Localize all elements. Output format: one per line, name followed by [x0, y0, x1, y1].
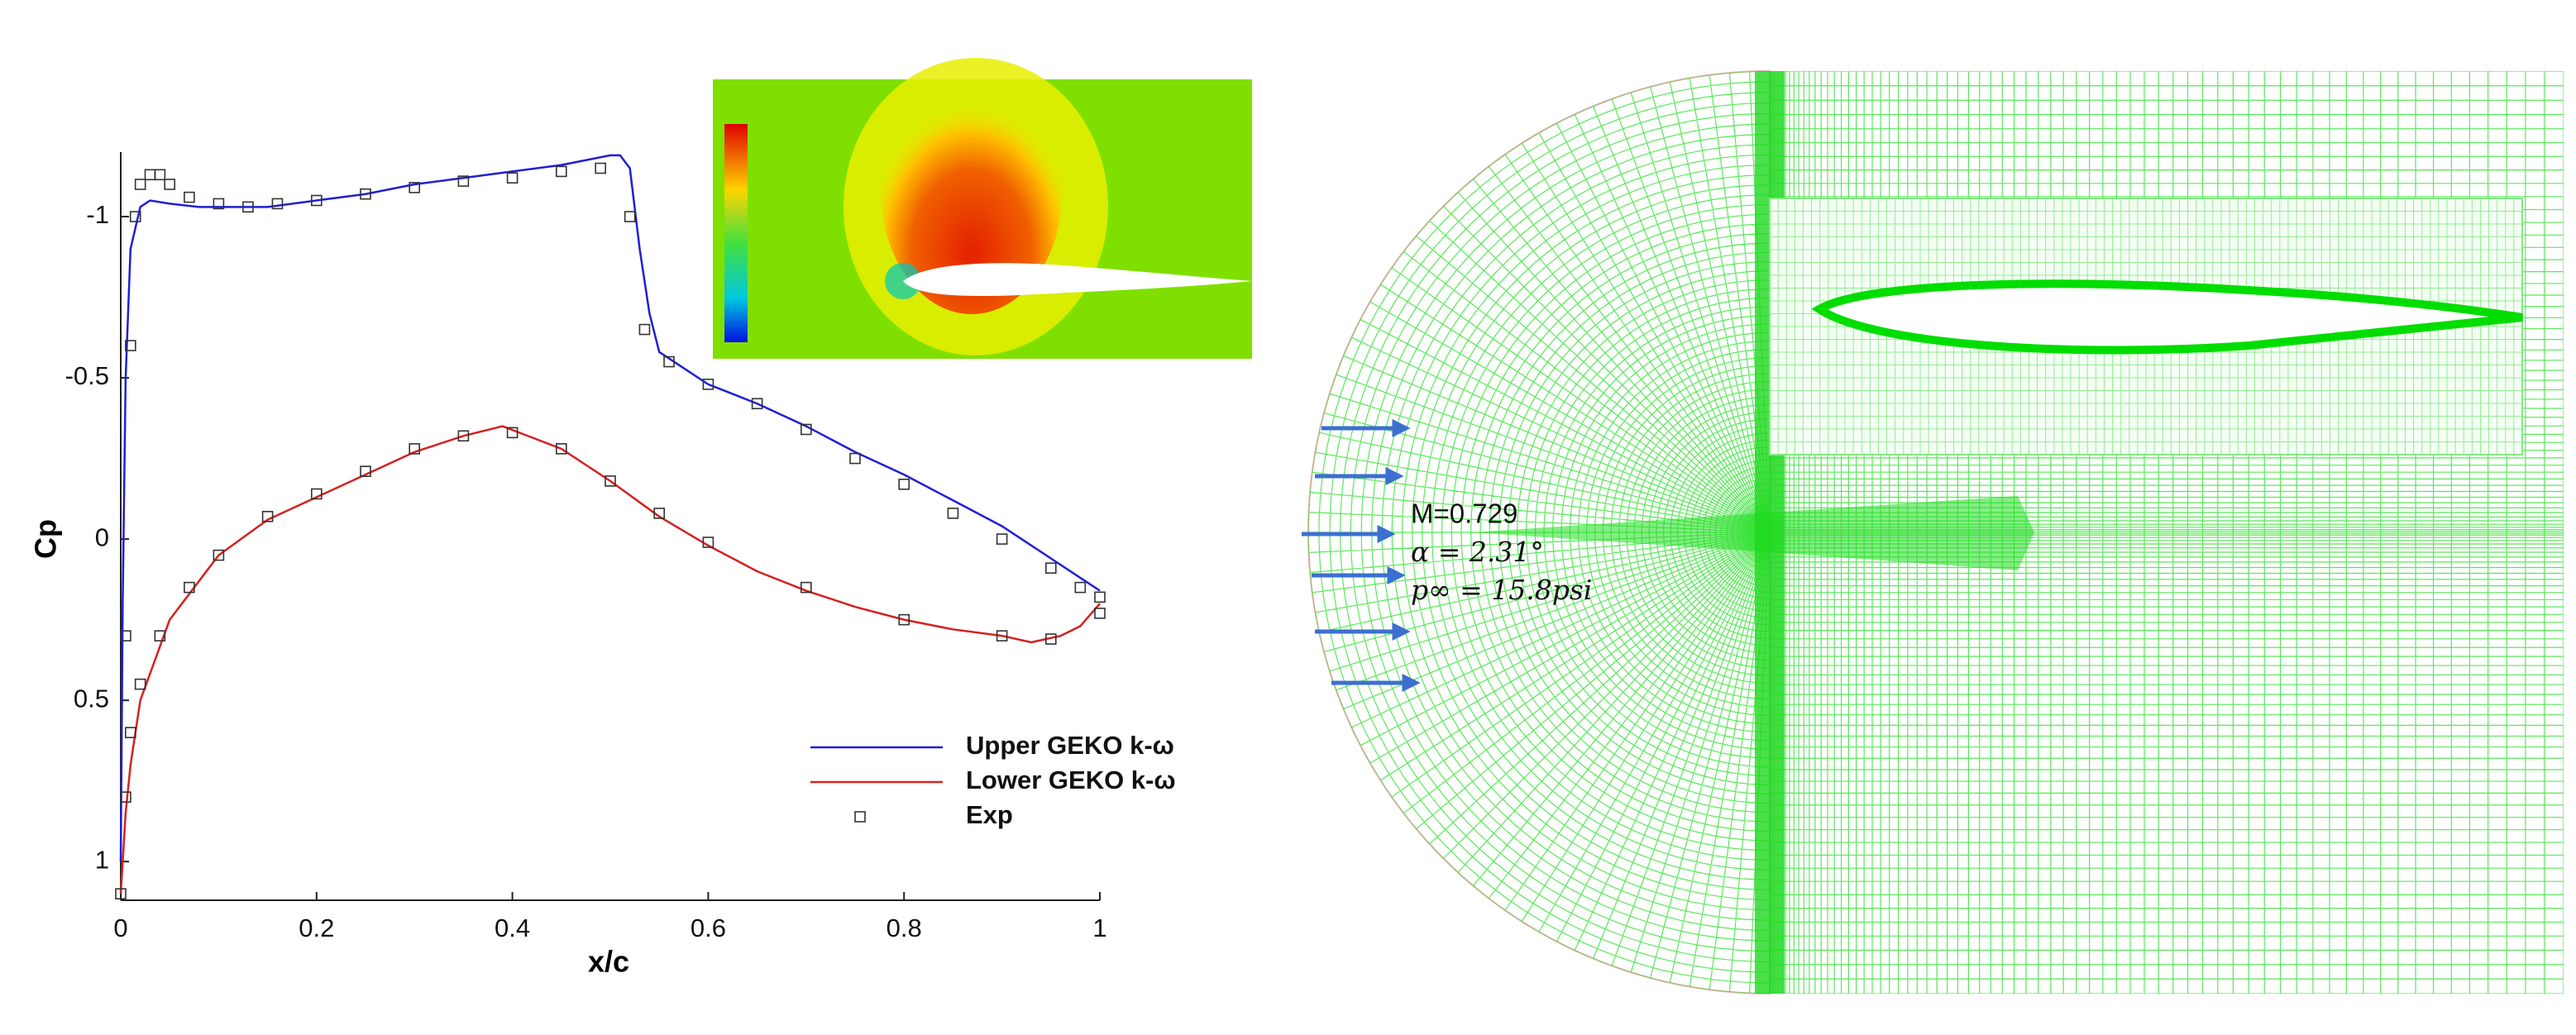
exp-point: [702, 379, 714, 390]
exp-point: [663, 355, 675, 368]
exp-point: [800, 581, 812, 594]
y-tick-label: 0: [95, 522, 109, 551]
exp-point: [310, 488, 323, 500]
exp-point: [898, 613, 910, 626]
exp-point: [213, 198, 225, 210]
exp-point: [134, 678, 146, 690]
exp-point: [653, 508, 666, 519]
exp-point: [457, 430, 470, 442]
exp-point: [605, 475, 616, 487]
x-tick-label: 0.6: [691, 913, 726, 942]
series-line: [119, 425, 1101, 894]
exp-point: [751, 398, 763, 410]
exp-point: [154, 169, 166, 181]
exp-point: [1045, 562, 1057, 575]
exp-point: [947, 508, 959, 519]
x-tick-label: 0.8: [887, 913, 922, 942]
x-tick-label: 0.4: [495, 913, 530, 942]
x-tick-label: 0: [113, 913, 127, 942]
exp-point: [134, 179, 146, 190]
exp-point: [360, 188, 371, 200]
exp-point: [360, 465, 371, 477]
exp-point: [271, 198, 284, 210]
pressure-label: p∞ = 15.8psi: [1411, 574, 1592, 606]
exp-point: [164, 179, 175, 190]
y-tick-label: -1: [86, 200, 109, 229]
flow-arrows: [1302, 418, 1421, 693]
exp-point: [213, 549, 225, 561]
exp-point: [115, 888, 127, 899]
exp-point: [120, 791, 131, 803]
exp-point: [1074, 581, 1087, 594]
exp-point: [1094, 608, 1106, 619]
legend-label: Upper GEKO k-ω: [966, 731, 1174, 760]
y-axis-label: Cp: [29, 519, 63, 559]
y-tick-label: -0.5: [65, 361, 109, 390]
mesh: M=0.729 α = 2.31° p∞ = 15.8psi: [1302, 69, 2564, 995]
exp-point: [125, 727, 136, 738]
exp-point: [702, 537, 714, 548]
mach-label: M=0.729: [1411, 498, 1517, 529]
wake-band: [1472, 496, 2034, 570]
exp-point: [800, 423, 812, 436]
exp-point: [184, 191, 195, 203]
exp-point: [310, 194, 323, 207]
exp-point: [849, 452, 861, 465]
exp-point: [154, 630, 166, 642]
exp-point: [595, 162, 606, 174]
airfoil: [1811, 279, 2523, 355]
exp-point: [184, 581, 195, 594]
exp-point: [457, 175, 470, 187]
exp-point: [638, 323, 651, 336]
exp-point: [996, 630, 1008, 642]
exp-point: [120, 630, 131, 642]
exp-point: [555, 165, 567, 178]
exp-point: [144, 169, 156, 181]
exp-point: [409, 443, 421, 455]
x-tick-label: 0.2: [299, 913, 334, 942]
exp-point: [898, 478, 910, 490]
x-axis-label: x/c: [588, 945, 629, 979]
exp-point: [242, 201, 254, 213]
exp-point: [555, 443, 567, 455]
exp-point: [1045, 633, 1057, 645]
exp-point: [996, 533, 1008, 545]
legend-marker: [854, 811, 866, 823]
exp-point: [506, 427, 519, 439]
exp-point: [129, 211, 141, 222]
y-tick-label: 0.5: [74, 684, 109, 713]
alpha-label: α = 2.31°: [1411, 536, 1544, 568]
y-tick-label: 1: [95, 845, 109, 874]
mach-contour-inset: [713, 58, 1252, 359]
x-tick-label: 1: [1092, 913, 1106, 942]
exp-point: [506, 172, 519, 184]
legend-label: Exp: [966, 800, 1013, 829]
exp-point: [624, 211, 636, 222]
exp-point: [1094, 591, 1106, 603]
series-line: [119, 154, 1101, 862]
exp-point: [261, 510, 274, 522]
legend-label: Lower GEKO k-ω: [966, 766, 1176, 794]
exp-point: [409, 182, 421, 193]
exp-point: [125, 340, 136, 351]
